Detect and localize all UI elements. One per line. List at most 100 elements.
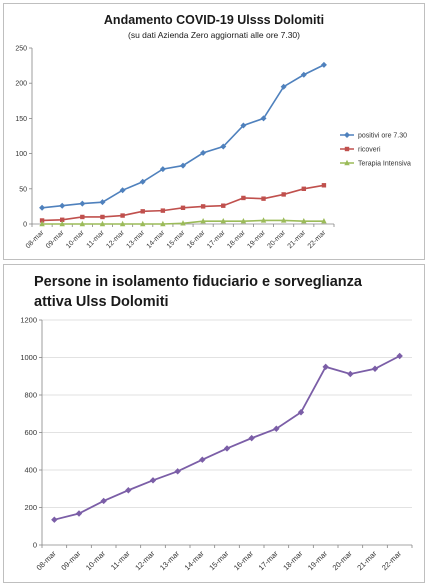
data-point <box>60 217 65 222</box>
x-tick-label: 15-mar <box>166 229 187 250</box>
data-point <box>240 122 247 129</box>
data-point <box>321 217 327 224</box>
data-point <box>59 202 66 209</box>
data-point <box>140 220 146 227</box>
x-tick-label: 08-mar <box>35 549 59 573</box>
x-tick-label: 13-mar <box>158 549 182 573</box>
y-tick-label: 0 <box>23 222 27 229</box>
series-line <box>54 355 401 521</box>
data-point <box>396 352 403 360</box>
data-point <box>322 363 329 371</box>
data-point <box>100 214 105 220</box>
data-point <box>321 183 327 188</box>
data-point <box>180 205 186 211</box>
x-tick-label: 20-mar <box>331 549 355 573</box>
x-tick-label: 13-mar <box>126 229 147 250</box>
x-tick-label: 17-mar <box>206 229 227 250</box>
data-point <box>39 204 46 211</box>
chart-title: Persone in isolamento fiduciario e sorve… <box>34 272 394 312</box>
data-point <box>273 425 280 432</box>
x-tick-label: 10-mar <box>84 549 108 573</box>
data-point <box>199 456 206 463</box>
data-point <box>119 220 126 227</box>
data-point <box>160 220 166 227</box>
x-tick-label: 12-mar <box>105 229 126 250</box>
x-tick-label: 18-mar <box>226 229 247 250</box>
data-point <box>39 218 45 223</box>
data-point <box>180 220 186 226</box>
legend-label: ricoveri <box>358 147 381 154</box>
y-tick-label: 100 <box>15 151 27 158</box>
data-point <box>280 217 287 223</box>
data-point <box>75 510 83 517</box>
x-tick-label: 20-mar <box>266 229 287 250</box>
y-tick-label: 400 <box>24 466 37 475</box>
legend-label: positivi ore 7.30 <box>358 133 407 140</box>
x-tick-label: 09-mar <box>59 549 83 573</box>
data-point <box>300 71 307 78</box>
x-tick-label: 21-mar <box>355 549 379 573</box>
x-tick-label: 16-mar <box>186 229 207 250</box>
legend-marker <box>344 159 350 166</box>
data-point <box>100 497 107 505</box>
legend-label: Terapia Intensiva <box>358 161 411 168</box>
data-point <box>125 487 132 494</box>
data-point <box>223 445 231 452</box>
data-point <box>241 195 246 201</box>
data-point <box>261 196 266 201</box>
data-point <box>220 217 226 224</box>
data-point <box>200 217 206 224</box>
x-tick-label: 22-mar <box>380 549 404 573</box>
chart-title-line-1: Persone in isolamento fiduciario e sorve… <box>34 274 362 290</box>
y-tick-label: 600 <box>24 428 37 437</box>
data-point <box>220 143 227 150</box>
x-tick-label: 21-mar <box>287 229 308 250</box>
data-point <box>240 217 247 224</box>
data-point <box>180 162 186 169</box>
y-tick-label: 1200 <box>20 316 37 325</box>
y-tick-label: 50 <box>19 186 27 193</box>
data-point <box>320 61 327 68</box>
y-tick-label: 150 <box>15 116 27 123</box>
y-tick-label: 1000 <box>20 353 37 362</box>
data-point <box>301 186 306 191</box>
x-tick-label: 12-mar <box>133 549 157 573</box>
chart-subtitle: (su dati Azienda Zero aggiornati alle or… <box>128 30 300 40</box>
x-tick-label: 19-mar <box>306 549 330 573</box>
data-point <box>140 209 145 214</box>
data-point <box>347 370 354 378</box>
x-tick-label: 17-mar <box>257 549 281 573</box>
data-point <box>280 83 287 90</box>
data-point <box>174 468 181 475</box>
data-point <box>51 516 58 523</box>
data-point <box>80 214 85 220</box>
y-tick-label: 800 <box>24 391 37 400</box>
data-point <box>281 192 286 197</box>
x-tick-label: 10-mar <box>65 229 86 250</box>
x-tick-label: 14-mar <box>183 549 207 573</box>
x-tick-label: 15-mar <box>207 549 231 573</box>
x-tick-label: 11-mar <box>109 549 132 572</box>
x-tick-label: 16-mar <box>232 549 256 573</box>
data-point <box>248 434 255 442</box>
data-point <box>301 217 307 224</box>
x-tick-label: 18-mar <box>281 549 305 573</box>
covid-trend-chart-panel: Andamento COVID-19 Ulsss Dolomiti (su da… <box>3 3 425 260</box>
data-point <box>99 199 106 206</box>
data-point <box>159 166 166 173</box>
y-tick-label: 200 <box>15 81 27 88</box>
x-tick-label: 19-mar <box>246 229 267 250</box>
x-tick-label: 08-mar <box>25 229 46 250</box>
data-point <box>139 178 146 185</box>
legend-marker <box>344 146 350 152</box>
data-point <box>39 220 45 227</box>
x-tick-label: 11-mar <box>86 229 107 250</box>
data-point <box>119 187 126 194</box>
y-tick-label: 250 <box>15 46 27 53</box>
data-point <box>160 208 166 213</box>
legend-marker <box>344 132 350 138</box>
x-tick-label: 09-mar <box>45 229 66 250</box>
data-point <box>260 217 267 223</box>
